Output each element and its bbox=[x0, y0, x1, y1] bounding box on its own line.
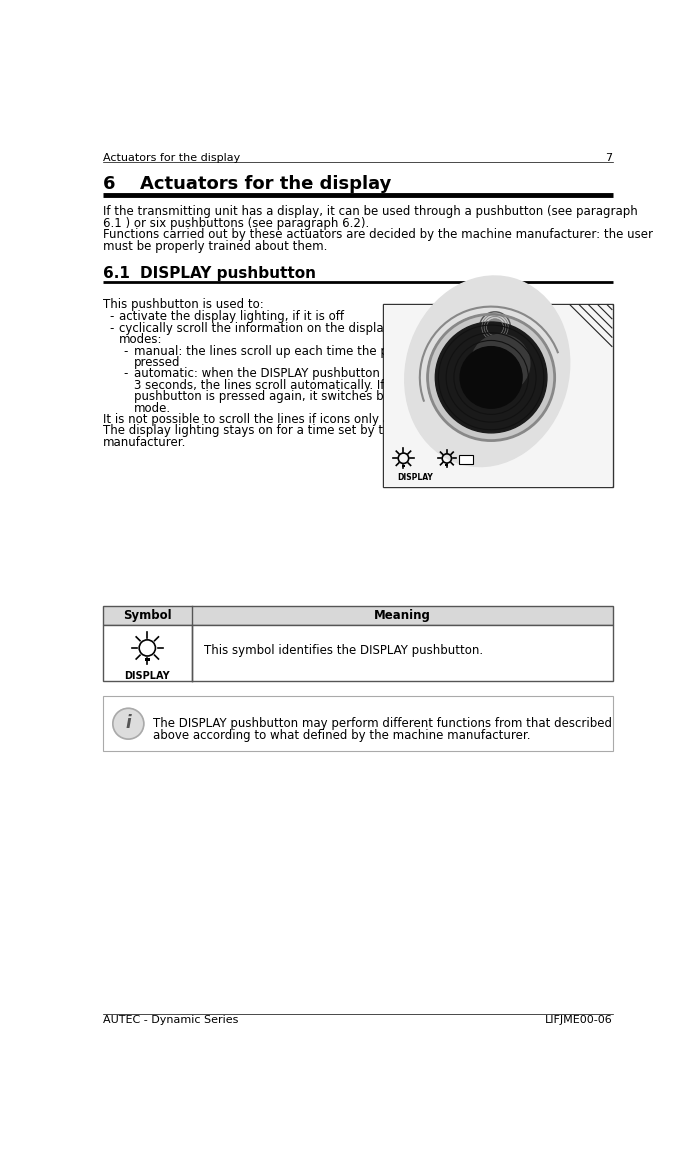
Text: -: - bbox=[109, 310, 113, 323]
Text: pushbutton is pressed again, it switches back to manual: pushbutton is pressed again, it switches… bbox=[134, 390, 468, 403]
Text: pressed: pressed bbox=[134, 356, 180, 369]
Text: 6: 6 bbox=[103, 175, 115, 193]
Text: Meaning: Meaning bbox=[374, 609, 431, 622]
Text: This pushbutton is used to:: This pushbutton is used to: bbox=[103, 299, 264, 312]
Text: The display lighting stays on for a time set by the machine: The display lighting stays on for a time… bbox=[103, 425, 452, 438]
Text: Functions carried out by these actuators are decided by the machine manufacturer: Functions carried out by these actuators… bbox=[103, 229, 653, 242]
Text: -: - bbox=[124, 368, 128, 380]
Text: i: i bbox=[126, 714, 131, 732]
Circle shape bbox=[113, 708, 144, 739]
Text: modes:: modes: bbox=[119, 334, 163, 347]
FancyBboxPatch shape bbox=[384, 305, 612, 487]
Text: Actuators for the display: Actuators for the display bbox=[103, 153, 240, 162]
Text: mode.: mode. bbox=[134, 401, 171, 414]
Text: It is not possible to scroll the lines if icons only are displayed.: It is not possible to scroll the lines i… bbox=[103, 413, 466, 426]
Circle shape bbox=[436, 322, 547, 433]
Circle shape bbox=[428, 314, 555, 441]
FancyBboxPatch shape bbox=[402, 464, 405, 467]
Text: manual: the lines scroll up each time the pushbutton is: manual: the lines scroll up each time th… bbox=[134, 344, 461, 357]
Text: above according to what defined by the machine manufacturer.: above according to what defined by the m… bbox=[153, 729, 530, 742]
Text: LIFJME00-06: LIFJME00-06 bbox=[545, 1015, 613, 1025]
FancyBboxPatch shape bbox=[103, 606, 613, 626]
Text: DISPLAY: DISPLAY bbox=[124, 671, 170, 682]
Text: Symbol: Symbol bbox=[123, 609, 172, 622]
Text: Actuators for the display: Actuators for the display bbox=[140, 175, 392, 193]
Text: -: - bbox=[109, 322, 113, 335]
Text: AUTEC - Dynamic Series: AUTEC - Dynamic Series bbox=[103, 1015, 238, 1025]
FancyBboxPatch shape bbox=[144, 658, 150, 662]
FancyBboxPatch shape bbox=[383, 305, 613, 488]
Text: -: - bbox=[124, 344, 128, 357]
Text: automatic: when the DISPLAY pushbutton is pressed for: automatic: when the DISPLAY pushbutton i… bbox=[134, 368, 463, 380]
Text: 6.1 ) or six pushbuttons (see paragraph 6.2).: 6.1 ) or six pushbuttons (see paragraph … bbox=[103, 217, 369, 230]
FancyBboxPatch shape bbox=[459, 455, 473, 464]
Text: If the transmitting unit has a display, it can be used through a pushbutton (see: If the transmitting unit has a display, … bbox=[103, 205, 637, 218]
FancyBboxPatch shape bbox=[103, 626, 613, 680]
Text: 6.1: 6.1 bbox=[103, 266, 130, 281]
Text: DISPLAY pushbutton: DISPLAY pushbutton bbox=[140, 266, 316, 281]
Text: must be properly trained about them.: must be properly trained about them. bbox=[103, 239, 327, 253]
Circle shape bbox=[487, 320, 503, 335]
Text: 3 seconds, the lines scroll automatically. If the DISPLAY: 3 seconds, the lines scroll automaticall… bbox=[134, 379, 459, 392]
Text: cyclically scroll the information on the display in two different: cyclically scroll the information on the… bbox=[119, 322, 485, 335]
FancyBboxPatch shape bbox=[103, 696, 613, 752]
Text: activate the display lighting, if it is off: activate the display lighting, if it is … bbox=[119, 310, 344, 323]
Circle shape bbox=[460, 347, 522, 408]
Circle shape bbox=[480, 312, 510, 343]
Ellipse shape bbox=[405, 275, 570, 467]
Text: manufacturer.: manufacturer. bbox=[103, 435, 186, 449]
Circle shape bbox=[471, 334, 530, 393]
Text: This symbol identifies the DISPLAY pushbutton.: This symbol identifies the DISPLAY pushb… bbox=[204, 644, 482, 657]
FancyBboxPatch shape bbox=[445, 464, 448, 466]
Text: The DISPLAY pushbutton may perform different functions from that described: The DISPLAY pushbutton may perform diffe… bbox=[153, 718, 612, 731]
Text: 7: 7 bbox=[606, 153, 613, 162]
Text: DISPLAY: DISPLAY bbox=[397, 473, 433, 482]
